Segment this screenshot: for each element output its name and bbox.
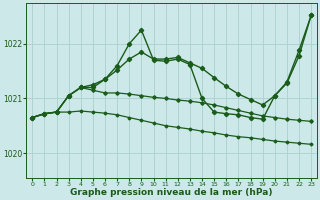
X-axis label: Graphe pression niveau de la mer (hPa): Graphe pression niveau de la mer (hPa) <box>70 188 273 197</box>
